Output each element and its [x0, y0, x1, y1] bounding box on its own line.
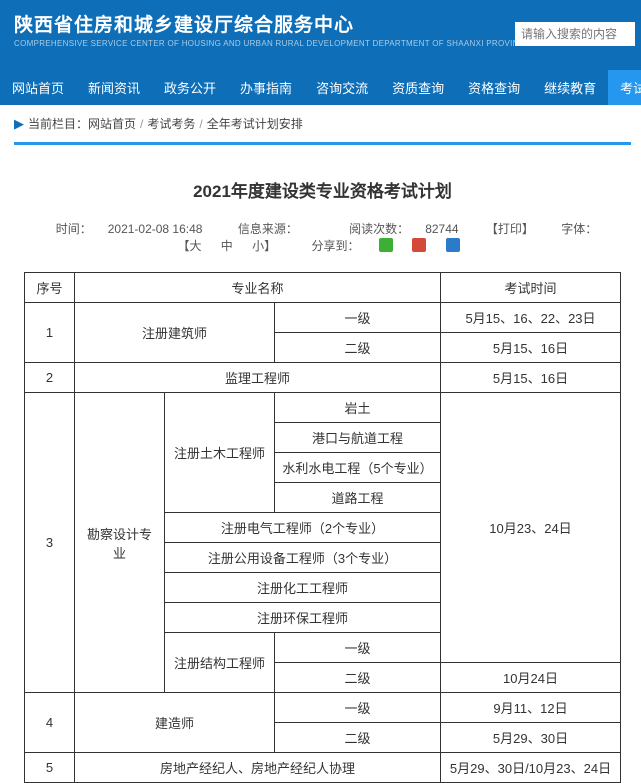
font-medium[interactable]: 中 — [221, 239, 233, 253]
meta-views: 阅读次数：82744 — [341, 222, 466, 236]
nav-item[interactable]: 新闻资讯 — [76, 70, 152, 105]
share-qzone-icon[interactable] — [446, 238, 460, 252]
font-small[interactable]: 小】 — [252, 239, 276, 253]
meta-time: 时间：2021-02-08 16:48 — [48, 222, 211, 236]
font-large[interactable]: 【大 — [177, 239, 201, 253]
col-major: 专业名称 — [75, 273, 441, 303]
article-content: 2021年度建设类专业资格考试计划 时间：2021-02-08 16:48 信息… — [14, 142, 631, 783]
table-header-row: 序号 专业名称 考试时间 — [25, 273, 621, 303]
location-icon: ▶ — [14, 116, 24, 132]
breadcrumb-sep: / — [199, 117, 202, 131]
nav-item[interactable]: 咨询交流 — [304, 70, 380, 105]
nav-item[interactable]: 资格查询 — [456, 70, 532, 105]
breadcrumb-link[interactable]: 全年考试计划安排 — [207, 117, 303, 131]
table-row: 4 建造师 一级 9月11、12日 — [25, 693, 621, 723]
site-header: 陕西省住房和城乡建设厅综合服务中心 COMPREHENSIVE SERVICE … — [0, 0, 641, 70]
article-title: 2021年度建设类专业资格考试计划 — [24, 177, 621, 202]
search-wrap — [515, 22, 635, 46]
nav-item[interactable]: 继续教育 — [532, 70, 608, 105]
nav-item[interactable]: 办事指南 — [228, 70, 304, 105]
col-time: 考试时间 — [441, 273, 621, 303]
schedule-table: 序号 专业名称 考试时间 1 注册建筑师 一级 5月15、16、22、23日 二… — [24, 272, 621, 783]
article-meta: 时间：2021-02-08 16:48 信息来源： 阅读次数：82744 【打印… — [24, 220, 621, 254]
nav-item[interactable]: 政务公开 — [152, 70, 228, 105]
col-seq: 序号 — [25, 273, 75, 303]
table-row: 2 监理工程师 5月15、16日 — [25, 363, 621, 393]
nav-item[interactable]: 网站首页 — [0, 70, 76, 105]
table-row: 5 房地产经纪人、房地产经纪人协理 5月29、30日/10月23、24日 — [25, 753, 621, 783]
share-wechat-icon[interactable] — [379, 238, 393, 252]
nav-item[interactable]: 考试考务 — [608, 70, 641, 105]
nav-item[interactable]: 资质查询 — [380, 70, 456, 105]
search-input[interactable] — [515, 22, 635, 46]
table-row: 3 勘察设计专业 注册土木工程师 岩土 10月23、24日 — [25, 393, 621, 423]
breadcrumb-sep: / — [140, 117, 143, 131]
breadcrumb-link[interactable]: 考试考务 — [147, 117, 195, 131]
main-nav: 网站首页新闻资讯政务公开办事指南咨询交流资质查询资格查询继续教育考试考务 — [0, 70, 641, 105]
meta-source: 信息来源： — [230, 222, 322, 236]
breadcrumb-label: 当前栏目： — [28, 115, 88, 132]
breadcrumb: ▶ 当前栏目： 网站首页 / 考试考务 / 全年考试计划安排 — [0, 105, 641, 142]
table-row: 1 注册建筑师 一级 5月15、16、22、23日 — [25, 303, 621, 333]
print-button[interactable]: 【打印】 — [486, 222, 534, 236]
share-weibo-icon[interactable] — [412, 238, 426, 252]
breadcrumb-link[interactable]: 网站首页 — [88, 117, 136, 131]
share-controls: 分享到： — [304, 239, 468, 253]
